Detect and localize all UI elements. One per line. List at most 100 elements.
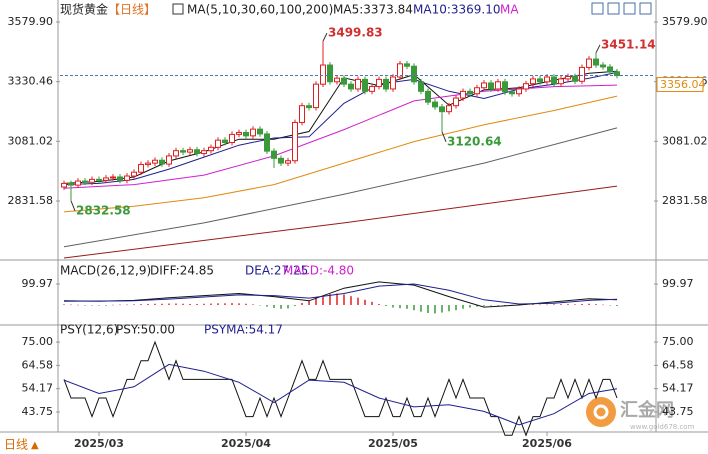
candle-body [110, 176, 116, 179]
candle-body [173, 150, 179, 157]
macd-bar [546, 304, 548, 306]
candle-body [96, 178, 102, 181]
annotation: 3499.83 [328, 26, 383, 40]
candle-body [299, 105, 305, 123]
candle-body [103, 177, 109, 181]
macd-bar [553, 304, 555, 306]
watermark-name: 汇金网 [620, 399, 674, 421]
candle-body [425, 90, 431, 103]
x-tick-label: 2025/06 [522, 437, 572, 450]
macd-bar [126, 304, 128, 306]
macd-bar [154, 303, 156, 306]
candle-body [523, 83, 529, 90]
legend-text: MA(5,10,30,60,100,200) [187, 3, 333, 17]
candle-body [180, 150, 186, 153]
legend-text: PSY(12,6) [60, 323, 118, 337]
candle-body [411, 65, 417, 83]
y-tick-label: 99.97 [22, 277, 54, 290]
y-tick-label: 3330.46 [8, 75, 54, 88]
tool-icon[interactable] [607, 2, 620, 15]
candle-body [82, 180, 88, 183]
candle-body [285, 160, 291, 164]
macd-bar [210, 303, 212, 306]
macd-bar [413, 305, 415, 311]
macd-bar [560, 304, 562, 306]
ma-line [63, 95, 618, 213]
toolbar [591, 2, 652, 15]
macd-bar [392, 305, 394, 308]
candle-body [61, 182, 67, 188]
candle-body [453, 97, 459, 107]
candle-body [334, 77, 340, 83]
macd-bar [84, 305, 86, 306]
candle-body [264, 133, 270, 152]
indicator-icon[interactable] [172, 3, 184, 15]
y-tick-label: 2831.58 [8, 194, 54, 207]
candle-body [369, 86, 375, 92]
macd-bar [469, 305, 471, 308]
macd-bar [252, 304, 254, 306]
macd-bar [168, 303, 170, 306]
ma-line [63, 71, 618, 186]
candle-body [124, 175, 130, 181]
macd-bar [112, 304, 114, 306]
macd-bar [378, 303, 380, 306]
macd-bar [364, 299, 366, 306]
x-tick-label: 2025/03 [74, 437, 124, 450]
candle-body [236, 131, 242, 135]
last-price-label: 3356.04 [660, 78, 706, 91]
macd-bar [574, 304, 576, 306]
tool-icon[interactable] [639, 2, 652, 15]
candle-body [600, 64, 606, 68]
legend-text: MACD(26,12,9) [60, 264, 151, 278]
macd-bar [287, 305, 289, 309]
y-tick-label: 3081.02 [8, 134, 54, 147]
y-tick-label: 43.75 [22, 405, 54, 418]
macd-bar [203, 303, 205, 306]
period-arrow[interactable]: ▲ [31, 440, 39, 451]
macd-bar [329, 294, 331, 306]
macd-bar [189, 303, 191, 306]
tool-icon[interactable] [623, 2, 636, 15]
candle-body [530, 78, 536, 85]
macd-bar [357, 297, 359, 306]
macd-bar [266, 305, 268, 307]
ma-line [63, 185, 618, 259]
tool-icon[interactable] [591, 2, 604, 15]
annotation-pointer [595, 44, 601, 54]
candle-body [327, 64, 333, 83]
candle-body [306, 105, 312, 109]
macd-line [63, 283, 618, 305]
macd-bar [105, 305, 107, 306]
macd-bar [420, 305, 422, 312]
legend-text: 现货黄金 [60, 2, 108, 17]
macd-bar [273, 305, 275, 308]
candle-body [607, 66, 613, 73]
watermark-logo-mark [593, 404, 609, 420]
candle-body [68, 182, 74, 186]
macd-bar [77, 304, 79, 306]
macd-bar [539, 304, 541, 306]
y-tick-label: 64.58 [22, 358, 54, 371]
macd-bar [280, 305, 282, 309]
candle-body [117, 176, 123, 181]
candle-body [460, 90, 466, 99]
candle-body [565, 76, 571, 80]
candle-body [439, 106, 445, 113]
candle-body [355, 78, 361, 90]
annotation-pointer [441, 131, 447, 143]
candle-body [257, 128, 263, 135]
candle-body [341, 77, 347, 85]
macd-bar [602, 304, 604, 306]
period-button[interactable]: 日线 [4, 438, 28, 452]
macd-bar [322, 295, 324, 306]
y-tick-label: 3081.02 [662, 134, 708, 147]
candle-body [138, 164, 144, 173]
candle-body [481, 82, 487, 89]
legend-text: MA [500, 3, 519, 17]
candle-body [131, 171, 137, 177]
macd-bar [567, 304, 569, 306]
watermark-url: www.gold678.com [630, 423, 695, 431]
candle-body [348, 83, 354, 90]
